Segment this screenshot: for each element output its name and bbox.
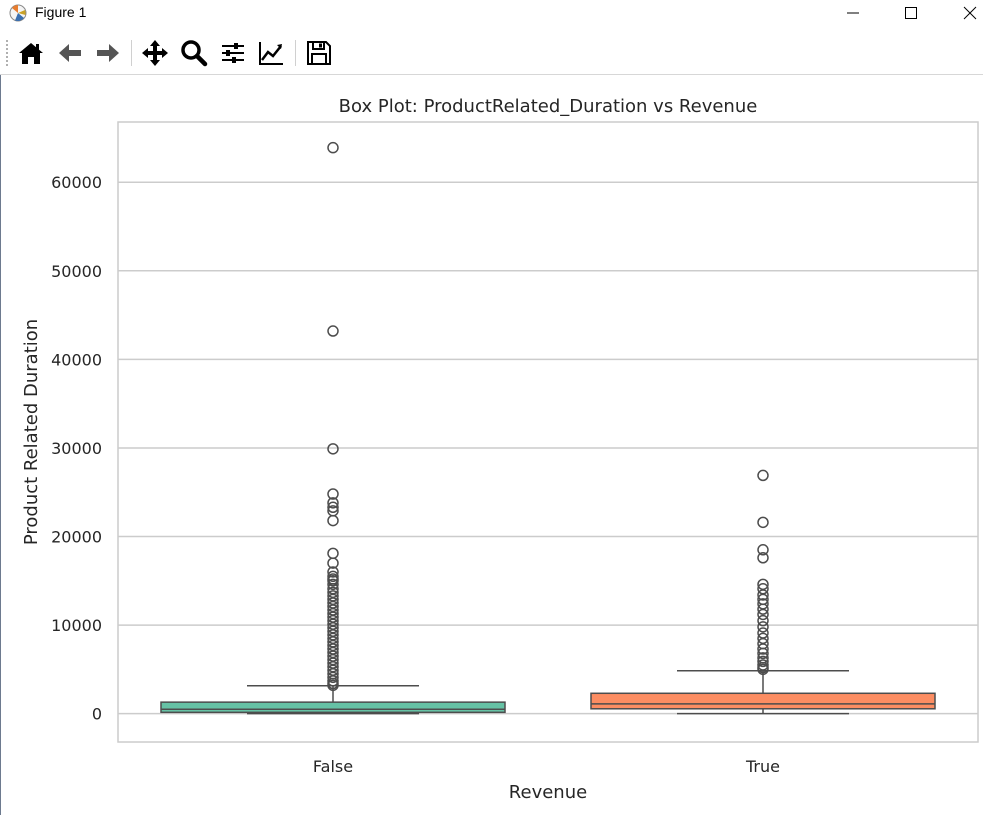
axes-frame [117,121,979,743]
outlier-point [757,589,769,601]
toolbar-grip [6,40,10,66]
tick-label-layer: 0 10000 20000 30000 40000 50000 60000 False True [51,173,780,776]
edit-axis-button[interactable] [254,36,288,70]
x-tick-label: True [745,757,780,776]
box-group [160,141,506,715]
outlier-point [327,557,339,569]
window-titlebar: Figure 1 [0,0,983,26]
y-tick-label: 30000 [51,439,102,458]
close-button[interactable] [947,0,983,26]
box-iqr [160,701,506,714]
outlier-point [327,514,339,527]
minimize-button[interactable] [830,0,876,26]
x-tick-label: False [313,757,353,776]
box-group [590,469,936,715]
outlier-point [757,516,769,529]
box-plot-chart: 0 10000 20000 30000 40000 50000 60000 False True… [21,96,979,803]
outlier-point [327,501,339,514]
outlier-point [757,643,769,655]
outlier-point [757,647,769,660]
zoom-button[interactable] [177,36,211,70]
outlier-point [327,575,339,587]
outlier-point [757,663,769,676]
close-icon [963,6,977,20]
outlier-point [757,552,769,564]
save-icon [307,41,331,65]
grid-layer [118,181,978,715]
outlier-point [757,608,769,621]
outlier-point [327,325,339,337]
box-iqr [590,692,936,710]
forward-button[interactable] [91,36,125,70]
configure-subplots-button[interactable] [216,36,250,70]
outlier-point [327,497,339,509]
outlier-point [327,547,339,560]
y-tick-label: 60000 [51,173,102,192]
y-tick-label: 10000 [51,616,102,635]
pan-button[interactable] [138,36,172,70]
outlier-point [757,614,769,627]
y-tick-label: 20000 [51,528,102,547]
outlier-point [757,655,769,668]
outlier-point [757,621,769,633]
box-layer [160,141,936,715]
configure-subplots-icon [222,43,244,63]
x-axis-label: Revenue [509,782,587,803]
chart-title: Box Plot: ProductRelated_Duration vs Rev… [339,96,758,117]
pan-icon [142,40,168,66]
app-icon [9,4,27,22]
window-title: Figure 1 [35,4,87,20]
outlier-point [757,469,769,482]
minimize-icon [847,12,859,14]
maximize-button[interactable] [888,0,934,26]
outlier-point [757,603,769,615]
outlier-point [327,679,339,692]
figure-canvas[interactable]: 0 10000 20000 30000 40000 50000 60000 False True… [1,75,983,815]
y-tick-label: 40000 [51,350,102,369]
maximize-icon [905,7,917,19]
outlier-point [327,141,339,154]
y-axis-label: Product Related Duration [21,319,42,545]
forward-icon [97,44,119,62]
y-tick-label: 50000 [51,262,102,281]
save-button[interactable] [302,36,336,70]
toolbar-separator [131,40,132,66]
home-icon [19,43,43,64]
edit-axis-icon [259,42,283,65]
outlier-point [327,671,339,684]
outlier-point [757,544,769,556]
window-frame-edge [0,75,1,815]
zoom-icon [181,40,208,67]
toolbar-separator [295,40,296,66]
navigation-toolbar [0,34,983,75]
outlier-point [327,488,339,500]
outlier-point [327,566,339,578]
home-button[interactable] [14,36,48,70]
outlier-point [327,443,339,455]
y-tick-label: 0 [92,705,102,724]
back-icon [59,44,81,62]
outlier-point [327,578,339,591]
back-button[interactable] [53,36,87,70]
